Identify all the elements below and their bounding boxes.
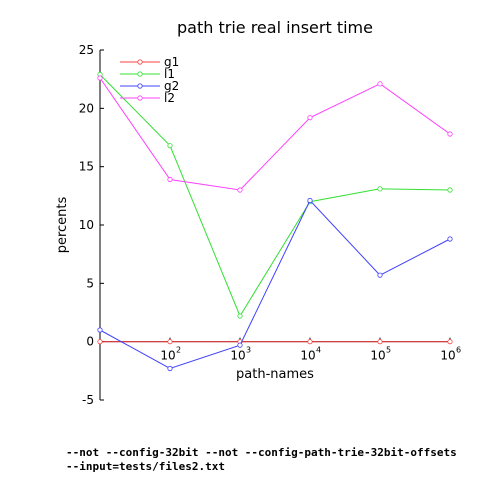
y-axis-label: percents [55,196,70,253]
series-layer [97,71,453,372]
y-tick-label: 0 [86,335,94,349]
data-point-g2 [237,342,243,348]
footer-line-2: --input=tests/files2.txt [66,460,225,473]
data-point-l2 [237,187,243,193]
data-point-g2 [167,365,173,372]
data-point-l1 [237,313,243,319]
legend-label-l1: l1 [164,67,175,81]
data-point-g1 [307,339,313,345]
data-point-l2 [167,176,173,183]
legend-label-g1: g1 [164,55,179,69]
x-tick-label: 10 [370,349,385,363]
series-line-g2 [99,199,451,370]
data-point-g1 [377,339,383,345]
legend-marker-g2 [137,83,143,89]
legend-label-g2: g2 [164,79,179,93]
data-point-l2 [307,115,313,121]
y-tick-label: 20 [79,101,94,115]
series-line-l1 [99,74,451,318]
y-tick-label: 15 [79,160,94,174]
data-point-l1 [377,186,383,192]
data-point-l2 [377,81,383,87]
y-tick-label: 5 [86,276,94,290]
data-point-g2 [97,327,103,333]
chart-title: path trie real insert time [177,18,373,37]
footer-line-1: --not --config-32bit --not --config-path… [66,446,457,459]
legend-marker-l2 [137,95,143,101]
x-tick-label-exponent: 2 [176,346,181,355]
data-point-g1 [167,339,173,345]
series-line-l2 [99,77,451,191]
y-tick-label: 25 [79,43,94,57]
data-point-l2 [97,75,103,81]
x-tick-label: 10 [230,349,245,363]
data-point-g1 [97,339,103,345]
data-point-g2 [447,236,453,242]
x-tick-label: 10 [300,349,315,363]
data-point-g2 [307,197,313,204]
x-tick-label-exponent: 4 [316,346,321,355]
y-tick-label: 10 [79,218,94,232]
data-point-g1 [447,339,453,345]
y-tick-label: -5 [82,393,94,407]
legend-marker-l1 [137,71,143,77]
legend-marker-g1 [137,59,143,65]
data-point-l2 [447,131,453,137]
x-tick-label-exponent: 3 [246,346,251,355]
data-point-g2 [377,272,383,278]
data-point-l1 [167,143,173,149]
x-tick-label: 10 [160,349,175,363]
x-tick-label-exponent: 6 [456,346,461,355]
x-axis-label: path-names [236,367,314,382]
x-tick-label: 10 [440,349,455,363]
x-tick-label-exponent: 5 [386,346,391,355]
legend-label-l2: l2 [164,91,175,105]
data-point-l1 [447,187,453,193]
